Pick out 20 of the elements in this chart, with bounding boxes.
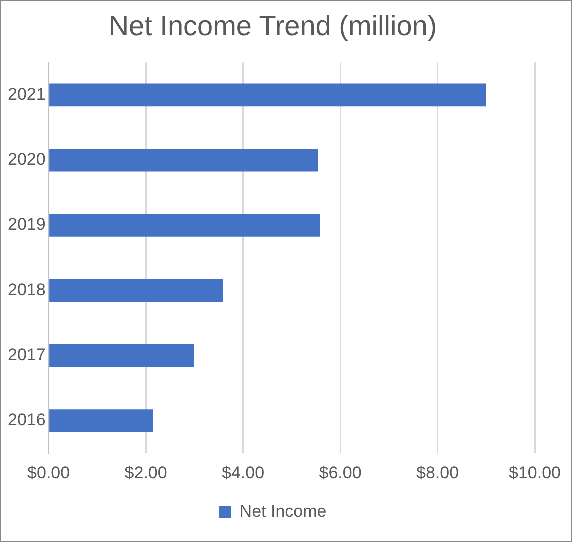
y-tick-label: 2017 <box>8 346 46 365</box>
bar <box>50 148 318 172</box>
y-tick-label: 2019 <box>8 215 46 234</box>
bar <box>50 410 154 432</box>
chart-title: Net Income Trend (million) <box>108 10 438 42</box>
x-tick-label: $10.00 <box>509 463 561 482</box>
x-tick-label: $2.00 <box>124 463 168 482</box>
legend-label: Net Income <box>240 502 327 522</box>
bar <box>50 279 224 302</box>
x-tick-label: $6.00 <box>319 463 362 482</box>
y-tick-label: 2020 <box>8 150 46 170</box>
y-tick-label: 2016 <box>8 410 46 430</box>
x-tick-label: $8.00 <box>416 463 460 482</box>
y-tick-label: 2021 <box>8 84 46 104</box>
bar <box>50 214 320 237</box>
y-tick-label: 2018 <box>8 280 46 300</box>
x-tick-label: $4.00 <box>222 463 265 482</box>
bar <box>50 344 194 368</box>
bar <box>50 84 486 107</box>
x-tick-label: $0.00 <box>28 463 70 482</box>
